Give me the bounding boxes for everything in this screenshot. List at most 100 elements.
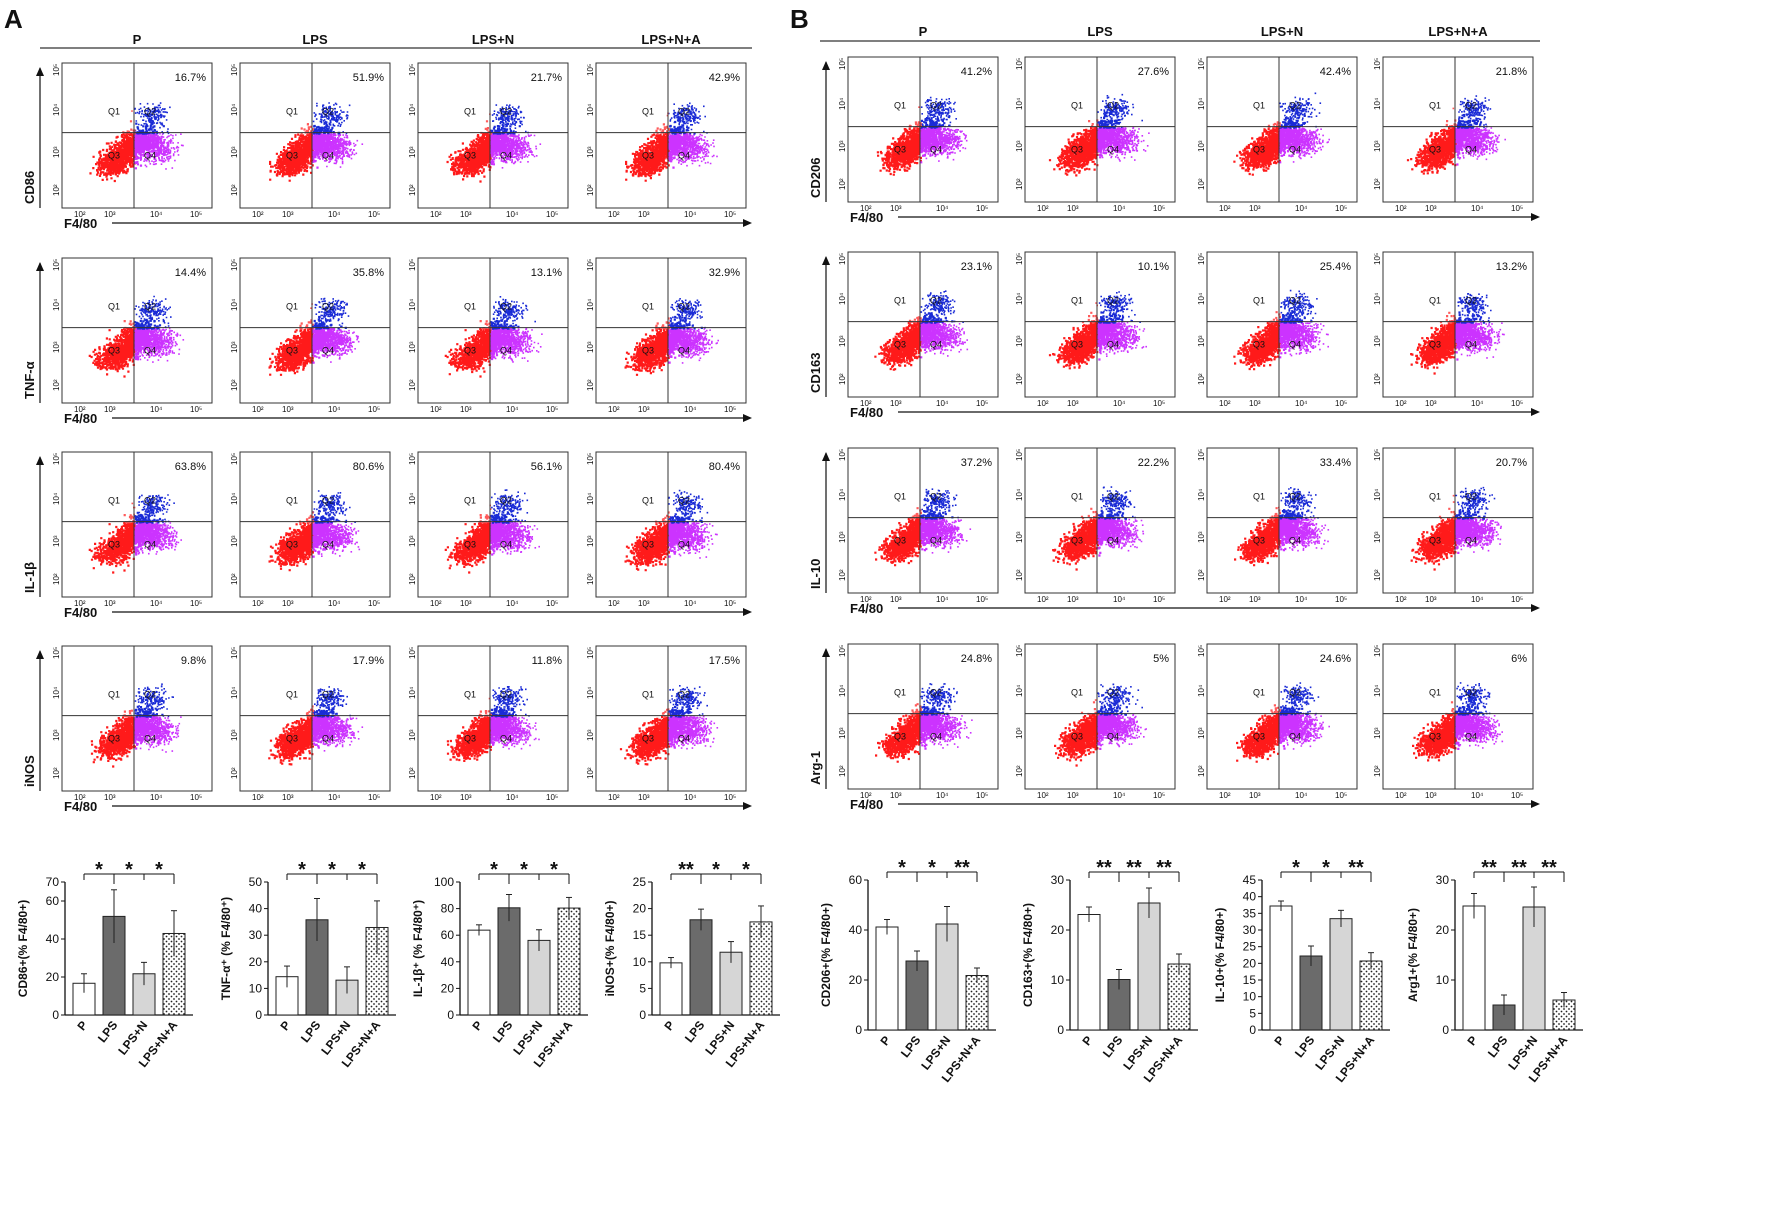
x-axis-label: F4/80 bbox=[64, 216, 97, 231]
q2-events bbox=[920, 96, 957, 129]
y-tick-label: 20 bbox=[1436, 923, 1450, 937]
y-tick-label: 0 bbox=[447, 1008, 454, 1022]
x-tick-label: P bbox=[469, 1018, 485, 1033]
tick-label: 10² bbox=[430, 210, 442, 219]
flow-plot: Q1 Q2 Q3 Q4 10² 10³ 10⁴ 10⁵ 10² 10³ 10⁴ 10⁵ 27.6% bbox=[1015, 56, 1176, 213]
q2-events bbox=[1455, 293, 1492, 324]
tick-label: 10³ bbox=[282, 599, 294, 608]
tick-label: 10² bbox=[1037, 204, 1049, 213]
q1-events bbox=[1268, 311, 1281, 324]
tick-label: 10⁵ bbox=[190, 405, 202, 414]
tick-label: 10⁵ bbox=[586, 453, 595, 465]
tick-label: 10⁴ bbox=[150, 599, 163, 608]
y-tick-label: 0 bbox=[52, 1008, 59, 1022]
quadrant-label: Q2 bbox=[930, 101, 942, 111]
quadrant-label: Q4 bbox=[144, 346, 156, 356]
tick-label: 10³ bbox=[838, 335, 847, 347]
quadrant-label: Q1 bbox=[642, 302, 654, 312]
tick-label: 10³ bbox=[282, 210, 294, 219]
tick-label: 10⁵ bbox=[1015, 645, 1024, 657]
tick-label: 10³ bbox=[460, 210, 472, 219]
plot-frame bbox=[595, 62, 747, 209]
q2-percentage: 21.8% bbox=[1496, 66, 1527, 78]
y-tick-label: 15 bbox=[1243, 973, 1257, 987]
tick-label: 10⁴ bbox=[684, 793, 697, 802]
plot-frame bbox=[847, 251, 999, 398]
tick-label: 10³ bbox=[1373, 531, 1382, 543]
y-tick-label: 45 bbox=[1243, 873, 1257, 887]
axis-arrow bbox=[743, 802, 752, 810]
quadrant-label: Q1 bbox=[894, 101, 906, 111]
tick-label: 10⁴ bbox=[1295, 791, 1308, 800]
x-tick-label: LPS bbox=[1292, 1033, 1317, 1060]
tick-label: 10² bbox=[608, 405, 620, 414]
q1-events bbox=[909, 507, 922, 520]
quadrant-label: Q3 bbox=[894, 340, 906, 350]
axis-arrow bbox=[1531, 213, 1540, 221]
significance-marker: * bbox=[298, 859, 306, 881]
y-tick-label: 0 bbox=[639, 1008, 646, 1022]
q2-percentage: 37.2% bbox=[961, 457, 992, 469]
panel-B-label: B bbox=[790, 4, 809, 34]
q2-percentage: 20.7% bbox=[1496, 457, 1527, 469]
q4-events bbox=[1455, 713, 1504, 750]
quadrant-label: Q3 bbox=[1429, 145, 1441, 155]
plot-frame bbox=[61, 645, 213, 792]
quadrant-label: Q2 bbox=[1107, 296, 1119, 306]
quadrant-label: Q3 bbox=[108, 734, 120, 744]
q2-percentage: 13.1% bbox=[531, 267, 562, 279]
q2-percentage: 80.4% bbox=[709, 461, 740, 473]
tick-label: 10⁴ bbox=[408, 492, 417, 505]
q4-events bbox=[1455, 517, 1502, 554]
quadrant-label: Q4 bbox=[1465, 732, 1477, 742]
tick-label: 10⁵ bbox=[190, 599, 202, 608]
q3-events bbox=[624, 327, 671, 376]
tick-label: 10² bbox=[1037, 399, 1049, 408]
quadrant-label: Q3 bbox=[894, 732, 906, 742]
y-tick-label: 40 bbox=[1243, 890, 1257, 904]
q3-events bbox=[1048, 321, 1100, 370]
tick-label: 10⁴ bbox=[52, 298, 61, 311]
tick-label: 10² bbox=[1395, 791, 1407, 800]
tick-label: 10⁵ bbox=[52, 453, 61, 465]
quadrant-label: Q4 bbox=[678, 346, 690, 356]
tick-label: 10³ bbox=[408, 146, 417, 158]
flow-plot: Q1 Q2 Q3 Q4 10² 10³ 10⁴ 10⁵ 10² 10³ 10⁴ 10⁵ 6% bbox=[1373, 643, 1534, 800]
q4-events bbox=[668, 715, 719, 750]
y-axis-label: CD206+(% F4/80+) bbox=[819, 903, 833, 1007]
plot-frame bbox=[847, 447, 999, 594]
q2-events bbox=[1455, 95, 1492, 129]
tick-label: 10⁵ bbox=[368, 599, 380, 608]
tick-label: 10⁵ bbox=[408, 259, 417, 271]
x-tick-label: P bbox=[1079, 1033, 1095, 1048]
bar-lps bbox=[497, 907, 521, 1016]
tick-label: 10⁵ bbox=[838, 253, 847, 265]
marker-label: CD163 bbox=[808, 353, 823, 393]
q2-events bbox=[920, 488, 959, 520]
significance-marker: * bbox=[712, 859, 720, 881]
tick-label: 10² bbox=[1395, 595, 1407, 604]
tick-label: 10² bbox=[1015, 178, 1024, 190]
q1-events bbox=[1445, 107, 1457, 129]
tick-label: 10⁵ bbox=[368, 405, 380, 414]
flow-plot: Q1 Q2 Q3 Q4 10² 10³ 10⁴ 10⁵ 10² 10³ 10⁴ 10⁵ 11.8% bbox=[408, 645, 569, 802]
quadrant-label: Q2 bbox=[1465, 296, 1477, 306]
q4-events bbox=[920, 517, 972, 554]
significance-marker: * bbox=[898, 857, 906, 879]
plot-frame bbox=[595, 451, 747, 598]
bar-p bbox=[1269, 905, 1293, 1031]
quadrant-label: Q2 bbox=[1465, 688, 1477, 698]
quadrant-label: Q1 bbox=[108, 302, 120, 312]
y-tick-label: 20 bbox=[249, 955, 263, 969]
q1-events bbox=[298, 511, 315, 524]
quadrant-label: Q2 bbox=[1107, 492, 1119, 502]
quadrant-label: Q2 bbox=[500, 107, 512, 117]
quadrant-label: Q4 bbox=[500, 540, 512, 550]
q1-events bbox=[299, 303, 314, 330]
tick-label: 10³ bbox=[1373, 727, 1382, 739]
quadrant-label: Q1 bbox=[894, 296, 906, 306]
tick-label: 10² bbox=[838, 569, 847, 581]
